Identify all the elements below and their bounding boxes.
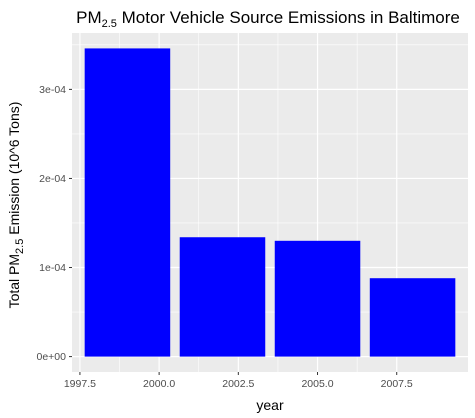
bar-2002: [179, 237, 266, 357]
chart-title: PM2.5 Motor Vehicle Source Emissions in …: [76, 8, 460, 30]
x-tick-label: 2002.5: [222, 378, 254, 390]
y-tick-label: 0e+00: [37, 351, 67, 363]
x-tick-label: 1997.5: [64, 378, 96, 390]
bar-2005: [274, 240, 361, 357]
x-tick-label: 2005.0: [301, 378, 333, 390]
x-tick-label: 2007.5: [381, 378, 413, 390]
y-tick-label: 1e-04: [39, 262, 66, 274]
x-axis: 1997.5 2000.0 2002.5 2005.0 2007.5: [64, 372, 413, 390]
bar-1999: [84, 48, 171, 357]
y-tick-label: 3e-04: [39, 84, 66, 96]
x-axis-title: year: [256, 397, 284, 413]
bar-2008: [369, 278, 456, 357]
y-axis: 0e+00 1e-04 2e-04 3e-04: [37, 84, 72, 363]
y-axis-title: Total PM2.5 Emission (10^6 Tons): [6, 102, 26, 309]
y-tick-label: 2e-04: [39, 173, 66, 185]
bars: [84, 48, 456, 357]
x-tick-label: 2000.0: [143, 378, 175, 390]
